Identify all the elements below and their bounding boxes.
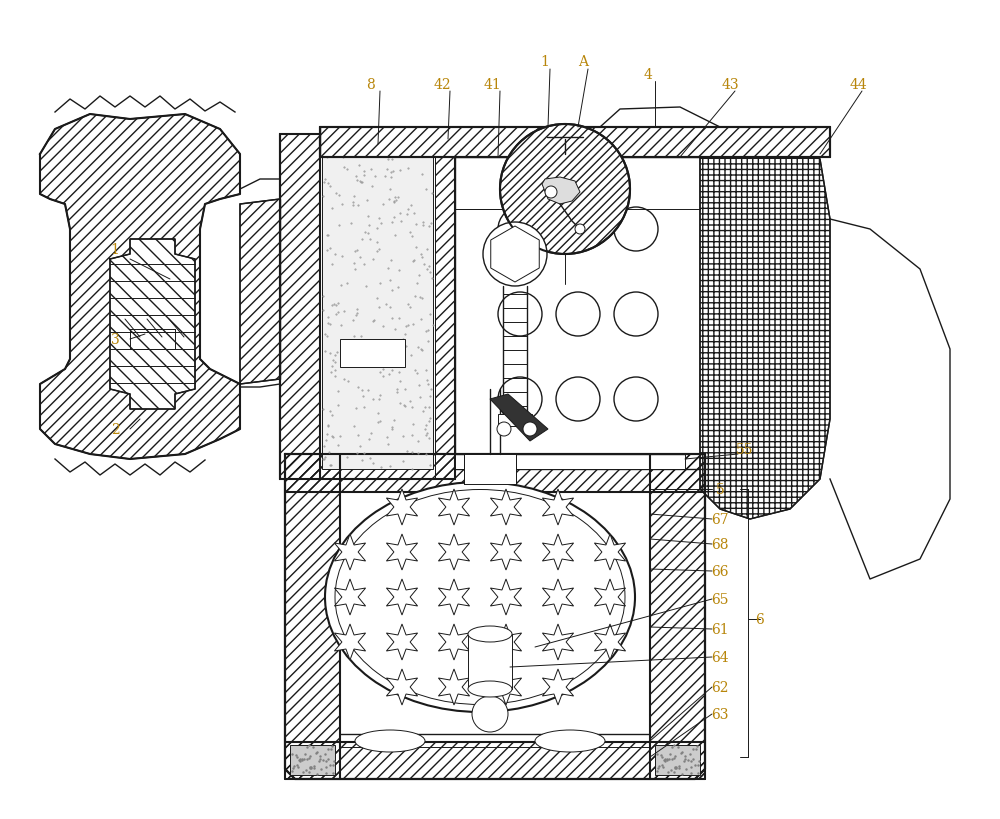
Circle shape <box>498 378 542 422</box>
Text: A: A <box>578 55 588 69</box>
Bar <box>320 128 830 158</box>
Bar <box>655 745 700 775</box>
Bar <box>290 745 335 775</box>
Circle shape <box>614 292 658 337</box>
Text: 62: 62 <box>711 680 729 695</box>
Polygon shape <box>386 490 418 525</box>
Bar <box>435 135 455 479</box>
Circle shape <box>614 378 658 422</box>
Text: 1: 1 <box>541 55 549 69</box>
Text: 3: 3 <box>111 333 119 346</box>
Bar <box>498 414 532 427</box>
Ellipse shape <box>325 482 635 713</box>
Ellipse shape <box>468 627 512 642</box>
Bar <box>322 145 433 469</box>
Polygon shape <box>542 534 574 570</box>
Polygon shape <box>542 624 574 660</box>
Bar <box>280 135 320 479</box>
Text: 43: 43 <box>721 78 739 92</box>
Polygon shape <box>334 534 366 570</box>
Text: 5: 5 <box>716 482 724 496</box>
Text: 8: 8 <box>366 78 374 92</box>
Polygon shape <box>490 534 522 570</box>
Polygon shape <box>700 135 830 519</box>
Bar <box>464 455 516 484</box>
Polygon shape <box>594 624 626 660</box>
Polygon shape <box>110 240 195 410</box>
Circle shape <box>472 696 508 732</box>
Polygon shape <box>542 579 574 615</box>
Text: 4: 4 <box>644 68 652 82</box>
Text: 64: 64 <box>711 650 729 664</box>
Polygon shape <box>386 579 418 615</box>
Circle shape <box>614 208 658 251</box>
Bar <box>285 455 340 779</box>
Bar <box>340 340 405 368</box>
Text: 2: 2 <box>111 423 119 437</box>
Polygon shape <box>490 490 522 525</box>
Polygon shape <box>542 490 574 525</box>
Text: 1: 1 <box>111 242 119 256</box>
Polygon shape <box>542 178 580 205</box>
Ellipse shape <box>355 730 425 752</box>
Polygon shape <box>490 624 522 660</box>
Polygon shape <box>438 669 470 705</box>
Polygon shape <box>386 624 418 660</box>
Text: 55: 55 <box>736 442 754 456</box>
Text: 42: 42 <box>433 78 451 92</box>
Polygon shape <box>334 624 366 660</box>
Polygon shape <box>490 395 548 441</box>
Ellipse shape <box>335 490 625 704</box>
Text: 63: 63 <box>711 707 729 721</box>
Circle shape <box>500 124 630 255</box>
Bar <box>285 742 705 779</box>
Circle shape <box>556 292 600 337</box>
Polygon shape <box>490 579 522 615</box>
Circle shape <box>556 378 600 422</box>
Circle shape <box>498 292 542 337</box>
Text: 44: 44 <box>849 78 867 92</box>
Text: 66: 66 <box>711 564 729 578</box>
Polygon shape <box>594 534 626 570</box>
Bar <box>455 158 700 469</box>
Circle shape <box>545 187 557 199</box>
Polygon shape <box>240 200 280 385</box>
Polygon shape <box>594 579 626 615</box>
Bar <box>455 455 685 469</box>
Circle shape <box>575 224 585 235</box>
Circle shape <box>498 208 542 251</box>
Text: 6: 6 <box>756 613 764 627</box>
Ellipse shape <box>535 730 605 752</box>
Bar <box>468 634 512 689</box>
Text: 67: 67 <box>711 513 729 527</box>
Text: 61: 61 <box>711 622 729 636</box>
Polygon shape <box>438 490 470 525</box>
Ellipse shape <box>468 681 512 697</box>
Polygon shape <box>334 579 366 615</box>
Polygon shape <box>40 115 240 459</box>
Circle shape <box>497 423 511 437</box>
Polygon shape <box>438 624 470 660</box>
Bar <box>650 455 705 779</box>
Polygon shape <box>490 669 522 705</box>
Polygon shape <box>542 669 574 705</box>
Text: 41: 41 <box>483 78 501 92</box>
Circle shape <box>556 208 600 251</box>
Circle shape <box>483 223 547 287</box>
Polygon shape <box>438 534 470 570</box>
Text: 68: 68 <box>711 537 729 551</box>
Polygon shape <box>438 579 470 615</box>
Polygon shape <box>491 227 539 283</box>
Circle shape <box>523 423 537 437</box>
Text: 65: 65 <box>711 592 729 606</box>
Polygon shape <box>386 534 418 570</box>
Polygon shape <box>386 669 418 705</box>
Bar <box>285 455 705 492</box>
Bar <box>280 135 455 479</box>
Circle shape <box>495 235 535 274</box>
Polygon shape <box>285 455 705 779</box>
